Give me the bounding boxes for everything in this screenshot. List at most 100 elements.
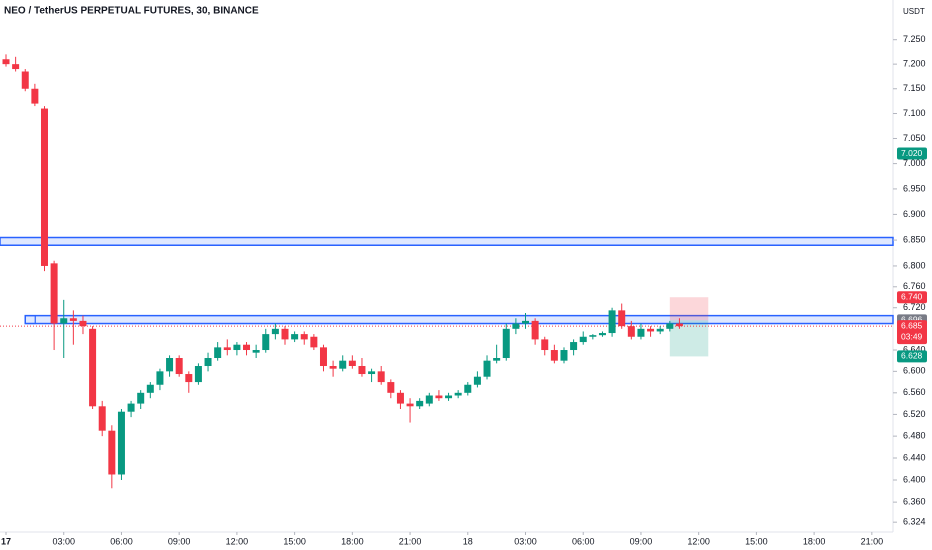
zone-handle	[24, 315, 36, 325]
candle-body	[98, 406, 106, 431]
candle-body	[550, 350, 558, 361]
y-tick-label: 7.050	[903, 133, 926, 143]
y-tick-label: 6.720	[903, 302, 926, 312]
candle-body	[281, 328, 289, 340]
candle-body	[522, 320, 530, 324]
candle-body	[348, 360, 356, 367]
candle-body	[589, 335, 597, 337]
candle-body	[464, 384, 472, 393]
price-label-box	[897, 147, 927, 160]
x-tick-label: 17	[1, 536, 11, 546]
candle-body	[156, 371, 164, 385]
y-tick-label: 6.950	[903, 183, 926, 193]
y-tick-label: 6.324	[903, 517, 926, 527]
candle-body	[214, 347, 222, 359]
candle-body	[406, 403, 414, 407]
candle-body	[89, 328, 97, 407]
candle-body	[445, 395, 453, 399]
candle-body	[512, 323, 520, 329]
y-tick-label: 6.640	[903, 344, 926, 354]
price-label: 6.740	[901, 291, 923, 301]
candle-body	[319, 347, 327, 367]
y-tick-label: 6.480	[903, 431, 926, 441]
candle-body	[50, 263, 58, 324]
candle-body	[243, 344, 251, 351]
candle-body	[60, 318, 68, 324]
candle-body	[396, 392, 404, 404]
chart-title: NEO / TetherUS PERPETUAL FUTURES, 30, BI…	[4, 6, 259, 17]
candle-body	[637, 328, 645, 337]
candle-body	[329, 366, 337, 369]
candle-body	[262, 334, 270, 351]
candle-body	[502, 328, 510, 359]
y-tick-label: 6.560	[903, 387, 926, 397]
x-tick-label: 12:00	[226, 536, 249, 546]
y-tick-label: 6.520	[903, 409, 926, 419]
candle-body	[531, 320, 539, 340]
x-tick-label: 06:00	[110, 536, 133, 546]
y-tick-label: 6.760	[903, 281, 926, 291]
x-tick-label: 06:00	[572, 536, 595, 546]
x-tick-label: 12:00	[687, 536, 710, 546]
candle-body	[473, 376, 481, 385]
candle-body	[300, 334, 308, 340]
candle-body	[117, 411, 125, 475]
candle-body	[368, 371, 376, 375]
candle-body	[194, 366, 202, 383]
candle-body	[435, 395, 443, 399]
price-label: 6.628	[901, 351, 923, 361]
candle-body	[127, 403, 135, 412]
position-target	[669, 320, 709, 357]
price-label-box	[897, 320, 927, 345]
candle-body	[175, 358, 183, 375]
y-tick-label: 6.850	[903, 234, 926, 244]
price-label: 7.020	[901, 148, 923, 158]
candle-body	[108, 430, 116, 475]
candle-body	[618, 310, 626, 327]
candle-body	[339, 360, 347, 369]
candle-body	[483, 360, 491, 377]
candle-body	[185, 374, 193, 383]
candle-body	[377, 371, 385, 383]
x-tick-label: 03:00	[514, 536, 537, 546]
x-tick-label: 09:00	[630, 536, 653, 546]
candle-body	[666, 323, 674, 329]
x-tick-label: 15:00	[283, 536, 306, 546]
candle-body	[647, 328, 655, 332]
x-tick-label: 21:00	[861, 536, 884, 546]
candle-body	[2, 59, 10, 65]
zone	[24, 314, 894, 325]
candle-body	[656, 328, 664, 332]
candle-body	[31, 88, 39, 104]
x-tick-label: 09:00	[168, 536, 191, 546]
y-tick-label: 6.360	[903, 497, 926, 507]
candle-body	[570, 342, 578, 351]
candle-body	[146, 384, 154, 393]
x-tick-label: 18	[463, 536, 473, 546]
x-tick-label: 21:00	[399, 536, 422, 546]
x-tick-label: 18:00	[803, 536, 826, 546]
y-tick-label: 7.200	[903, 59, 926, 69]
candle-body	[21, 71, 29, 89]
candle-body	[627, 326, 635, 337]
candle-body	[12, 64, 20, 70]
price-label: 6.685	[901, 320, 923, 330]
y-tick-label: 6.440	[903, 452, 926, 462]
candle-body	[425, 395, 433, 404]
price-label: 6.696	[901, 315, 923, 325]
candle-body	[675, 323, 683, 327]
candle-body	[598, 333, 606, 336]
candle-body	[493, 358, 501, 361]
candle-body	[291, 334, 299, 340]
candle-body	[204, 358, 212, 367]
candle-body	[310, 336, 318, 348]
y-tick-label: 7.250	[903, 34, 926, 44]
y-tick-label: 7.150	[903, 83, 926, 93]
candle-body	[223, 347, 231, 351]
candle-body	[579, 336, 587, 343]
axis-unit: USDT	[903, 7, 925, 16]
y-tick-label: 6.800	[903, 260, 926, 270]
x-tick-label: 18:00	[341, 536, 364, 546]
